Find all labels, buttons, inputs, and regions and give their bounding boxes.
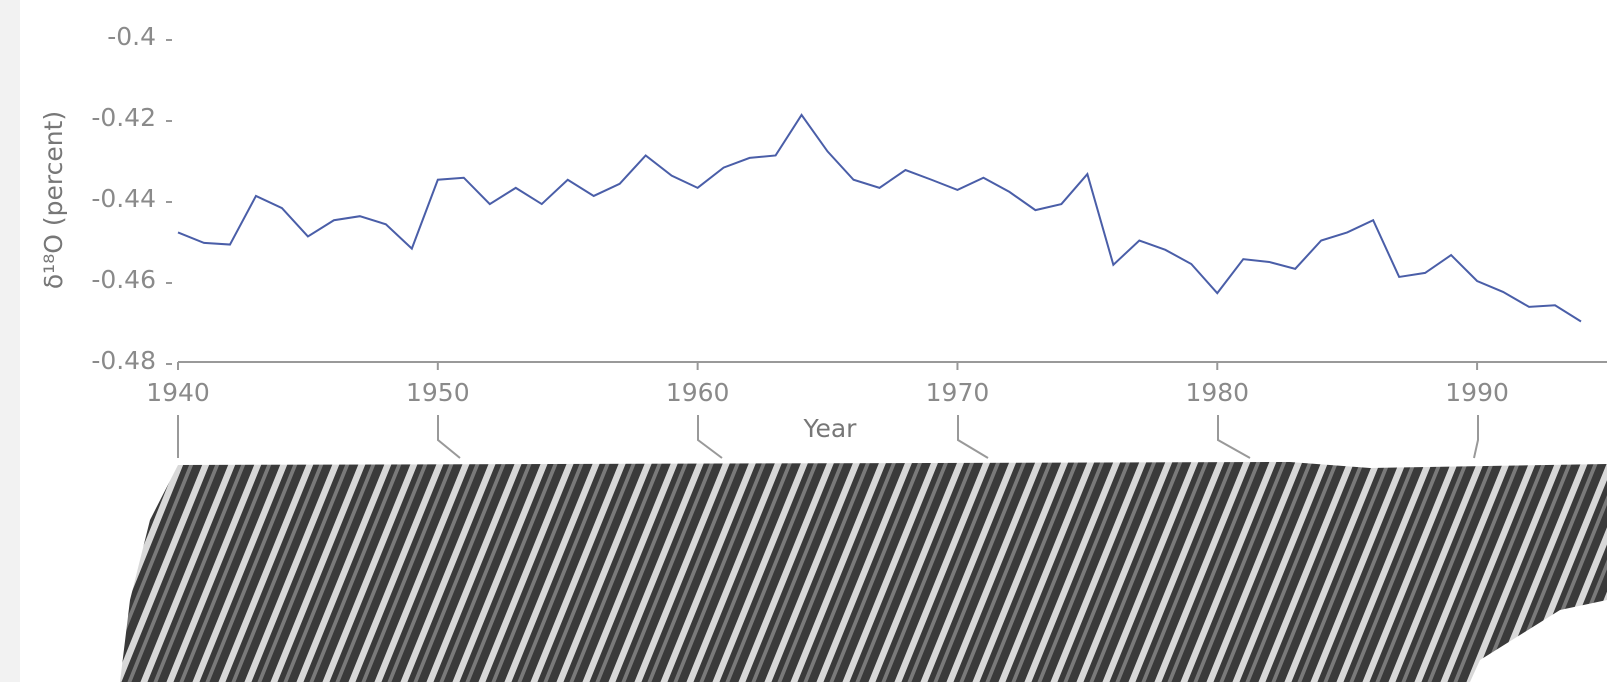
side-strip [0,0,20,682]
x-tick-label: 1960 [666,378,730,407]
x-tick-label: 1980 [1185,378,1249,407]
coral-slice-image [120,462,1607,682]
y-tick-label: -0.46 [91,265,156,294]
data-line [177,113,1582,323]
x-tick-label: 1970 [926,378,990,407]
y-tick-label: -0.48 [91,346,156,375]
y-tick-label: -0.4 [107,22,156,51]
x-tick-label: 1990 [1445,378,1509,407]
y-axis-label: δ¹⁸O (percent) [39,111,68,289]
x-axis-label: Year [803,414,858,443]
y-tick-label: -0.42 [91,103,156,132]
y-tick-label: -0.44 [91,184,156,213]
x-tick-label: 1950 [406,378,470,407]
coral-pointer-lines [177,415,1479,459]
x-tick-label: 1940 [146,378,210,407]
